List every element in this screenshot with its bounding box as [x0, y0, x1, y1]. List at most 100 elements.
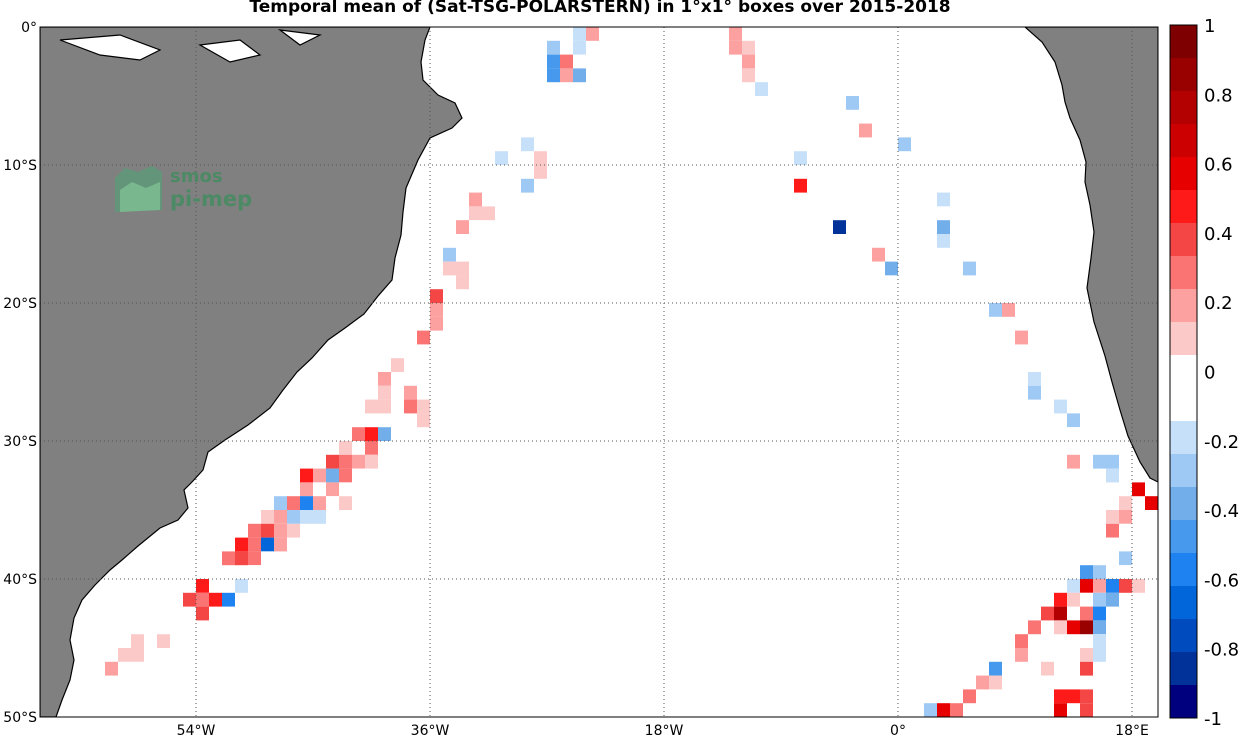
data-cell	[1067, 675, 1080, 690]
colorbar-swatch	[1170, 652, 1197, 686]
data-cell	[261, 551, 274, 566]
data-cell	[937, 220, 950, 234]
africa-land	[1024, 27, 1158, 483]
data-cell	[300, 496, 313, 510]
smos-pimep-logo: smos pi-mep	[115, 166, 252, 212]
data-cell	[1106, 510, 1119, 524]
data-cell	[729, 27, 742, 41]
data-cell	[963, 689, 976, 704]
data-cell	[937, 192, 950, 207]
data-cell	[313, 496, 326, 510]
data-cell	[131, 634, 144, 648]
colorbar-tick-label: 1	[1204, 16, 1215, 37]
data-cell	[1080, 441, 1093, 455]
data-cell	[1054, 717, 1067, 731]
data-cell	[794, 151, 807, 165]
data-cell	[742, 40, 755, 55]
data-cell	[1119, 510, 1132, 524]
data-cell	[859, 247, 872, 262]
colorbar-swatch	[1170, 157, 1197, 191]
colorbar-swatch	[1170, 223, 1197, 257]
data-cell	[378, 372, 391, 386]
data-cell	[1106, 468, 1119, 483]
data-cell	[1093, 648, 1106, 662]
x-tick-label: 18°E	[1115, 723, 1149, 739]
data-cell	[430, 289, 443, 303]
data-cell	[1054, 620, 1067, 635]
data-cell	[313, 510, 326, 524]
data-cell	[261, 537, 274, 552]
data-cell	[339, 454, 352, 469]
data-cell	[235, 537, 248, 552]
data-cell	[1106, 579, 1119, 593]
data-cell	[937, 717, 950, 731]
data-cell	[924, 178, 937, 193]
colorbar-swatch	[1170, 553, 1197, 587]
coastline-islands	[59, 29, 323, 63]
data-cell	[794, 165, 807, 179]
data-cell	[521, 109, 534, 124]
data-cell	[274, 496, 287, 510]
data-cell	[1067, 579, 1080, 593]
colorbar-tick-label: -0.2	[1204, 432, 1239, 453]
data-cell	[1054, 606, 1067, 621]
data-cell	[326, 468, 339, 483]
data-cell	[352, 454, 365, 469]
data-cell	[1093, 592, 1106, 607]
data-cell	[209, 592, 222, 607]
data-cell	[521, 137, 534, 152]
data-cell	[1067, 592, 1080, 607]
data-cell	[547, 40, 560, 55]
data-cell	[391, 358, 404, 372]
y-tick-label: 40°S	[3, 572, 37, 588]
data-cell	[417, 330, 430, 345]
data-cell	[300, 468, 313, 483]
data-cell	[365, 454, 378, 469]
data-cell	[1041, 675, 1054, 690]
x-axis-ticks: 54°W 36°W 18°W 0° 18°E	[177, 723, 1149, 739]
data-cell	[339, 496, 352, 510]
data-cell	[1132, 482, 1145, 497]
data-cell	[729, 40, 742, 55]
data-cell	[339, 482, 352, 497]
data-cell	[1067, 454, 1080, 469]
data-cell	[547, 54, 560, 69]
data-cell	[1132, 523, 1145, 538]
x-tick-label: 54°W	[177, 723, 216, 739]
data-cell	[196, 606, 209, 621]
data-cell	[1119, 496, 1132, 510]
data-cell	[300, 482, 313, 497]
data-cell	[1080, 620, 1093, 635]
data-cell	[404, 358, 417, 372]
data-cell	[872, 261, 885, 276]
data-cell	[287, 523, 300, 538]
data-cell	[1080, 579, 1093, 593]
data-cell	[924, 703, 937, 717]
data-cell	[313, 482, 326, 497]
data-cell	[976, 675, 989, 690]
data-cell	[885, 275, 898, 290]
colorbar-tick-label: 0.4	[1204, 224, 1233, 245]
colorbar-tick-label: 0.2	[1204, 293, 1233, 314]
data-cell	[1015, 634, 1028, 648]
colorbar-swatch	[1170, 256, 1197, 290]
colorbar-swatch	[1170, 58, 1197, 92]
colorbar-swatch	[1170, 25, 1197, 59]
data-cell	[937, 234, 950, 248]
data-cell	[261, 510, 274, 524]
data-cell	[742, 54, 755, 69]
data-cell	[898, 137, 911, 152]
colorbar-swatch	[1170, 619, 1197, 653]
data-cell	[417, 358, 430, 372]
y-axis-ticks: 0° 10°S 20°S 30°S 40°S 50°S	[3, 20, 37, 726]
data-cell	[755, 96, 768, 110]
data-cell	[300, 510, 313, 524]
data-cell	[1093, 634, 1106, 648]
data-cell	[1041, 661, 1054, 676]
data-cell	[1028, 358, 1041, 372]
colorbar-tick-label: 0.6	[1204, 155, 1233, 176]
data-cell	[1015, 648, 1028, 662]
data-cell	[534, 165, 547, 179]
data-cell	[1028, 620, 1041, 635]
